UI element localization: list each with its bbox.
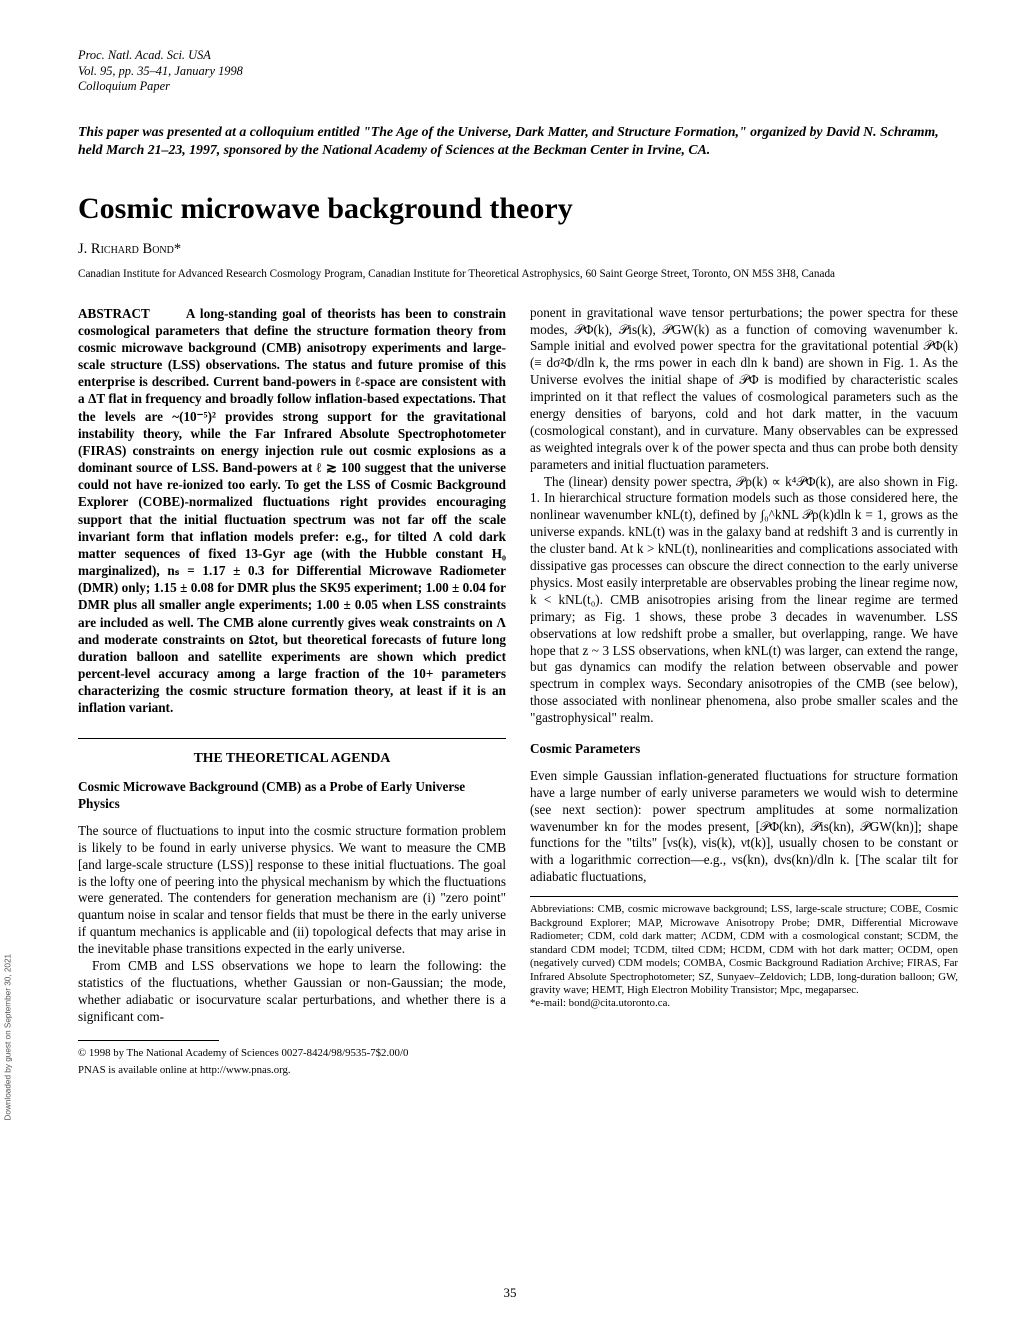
- section-rule: [78, 738, 506, 739]
- right-para-3: Even simple Gaussian inflation-generated…: [530, 768, 958, 886]
- abstract-label: ABSTRACT: [78, 306, 150, 321]
- vol-pages: Vol. 95, pp. 35–41, January 1998: [78, 64, 958, 80]
- pnas-online: PNAS is available online at http://www.p…: [78, 1064, 506, 1077]
- left-para-2: From CMB and LSS observations we hope to…: [78, 958, 506, 1026]
- left-column: ABSTRACTA long-standing goal of theorist…: [78, 305, 506, 1078]
- two-column-body: ABSTRACTA long-standing goal of theorist…: [78, 305, 958, 1078]
- right-para-1: ponent in gravitational wave tensor pert…: [530, 305, 958, 474]
- abstract-block: ABSTRACTA long-standing goal of theorist…: [78, 305, 506, 717]
- abstract-text: A long-standing goal of theorists has be…: [78, 306, 506, 716]
- paper-type: Colloquium Paper: [78, 79, 958, 95]
- copyright-line: © 1998 by The National Academy of Scienc…: [78, 1047, 506, 1060]
- journal-header: Proc. Natl. Acad. Sci. USA Vol. 95, pp. …: [78, 48, 958, 95]
- colloquium-note: This paper was presented at a colloquium…: [78, 123, 958, 160]
- right-para-2: The (linear) density power spectra, 𝒫ρ(k…: [530, 474, 958, 727]
- abbreviations-block: Abbreviations: CMB, cosmic microwave bac…: [530, 903, 958, 997]
- author-affiliation: Canadian Institute for Advanced Research…: [78, 267, 958, 281]
- footnote-rule: [78, 1040, 219, 1041]
- download-watermark: Downloaded by guest on September 30, 202…: [4, 953, 15, 1120]
- abbrev-rule: [530, 896, 958, 897]
- corresponding-email: *e-mail: bond@cita.utoronto.ca.: [530, 997, 958, 1010]
- paper-title: Cosmic microwave background theory: [78, 190, 958, 228]
- right-column: ponent in gravitational wave tensor pert…: [530, 305, 958, 1078]
- subheading-cosmic-params: Cosmic Parameters: [530, 741, 958, 758]
- subheading-cmb-probe: Cosmic Microwave Background (CMB) as a P…: [78, 779, 506, 813]
- journal-name: Proc. Natl. Acad. Sci. USA: [78, 48, 958, 64]
- left-para-1: The source of fluctuations to input into…: [78, 823, 506, 958]
- section-heading-agenda: THE THEORETICAL AGENDA: [78, 749, 506, 767]
- author-name: J. Richard Bond*: [78, 240, 958, 259]
- page-number: 35: [0, 1285, 1020, 1302]
